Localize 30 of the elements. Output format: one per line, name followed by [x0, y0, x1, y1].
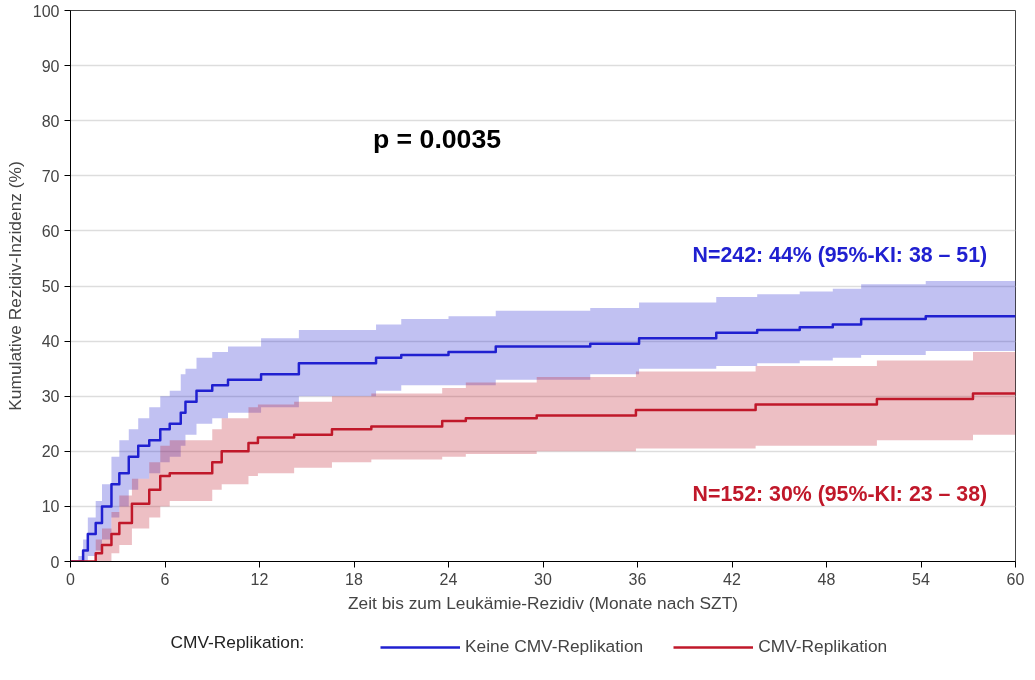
x-tick-label: 24	[439, 570, 458, 588]
annotation: N=242: 44% (95%-KI: 38 – 51)	[692, 242, 988, 267]
y-tick-label: 90	[41, 57, 60, 75]
y-tick-label: 40	[41, 333, 60, 351]
x-tick-label: 36	[628, 570, 647, 588]
y-tick-label: 10	[41, 498, 60, 516]
x-tick-label: 0	[66, 570, 76, 588]
y-tick-label: 0	[50, 553, 60, 571]
y-tick-label: 100	[32, 2, 60, 20]
legend-label: Keine CMV-Replikation	[465, 636, 644, 657]
legend-title: CMV-Replikation:	[170, 631, 305, 652]
annotation: p = 0.0035	[372, 123, 502, 154]
y-tick-label: 20	[41, 443, 60, 461]
x-tick-label: 60	[1006, 570, 1025, 588]
x-tick-label: 54	[912, 570, 930, 588]
x-tick-label: 18	[345, 570, 363, 588]
x-tick-label: 12	[250, 570, 269, 588]
y-tick-label: 70	[41, 167, 60, 185]
y-tick-label: 60	[41, 222, 60, 240]
y-tick-label: 30	[41, 388, 60, 406]
y-axis-title: Kumulative Rezidiv-Inzidenz (%)	[4, 161, 25, 411]
legend-label: CMV-Replikation	[758, 636, 888, 657]
x-tick-label: 6	[160, 570, 170, 588]
y-tick-label: 50	[41, 278, 60, 295]
x-tick-label: 30	[534, 570, 552, 588]
x-tick-label: 48	[817, 570, 836, 588]
y-tick-label: 80	[41, 112, 60, 130]
x-tick-label: 42	[723, 570, 741, 588]
x-axis-title: Zeit bis zum Leukämie-Rezidiv (Monate nach SZT)	[347, 592, 739, 613]
annotation: N=152: 30% (95%-KI: 23 – 38)	[692, 482, 988, 507]
